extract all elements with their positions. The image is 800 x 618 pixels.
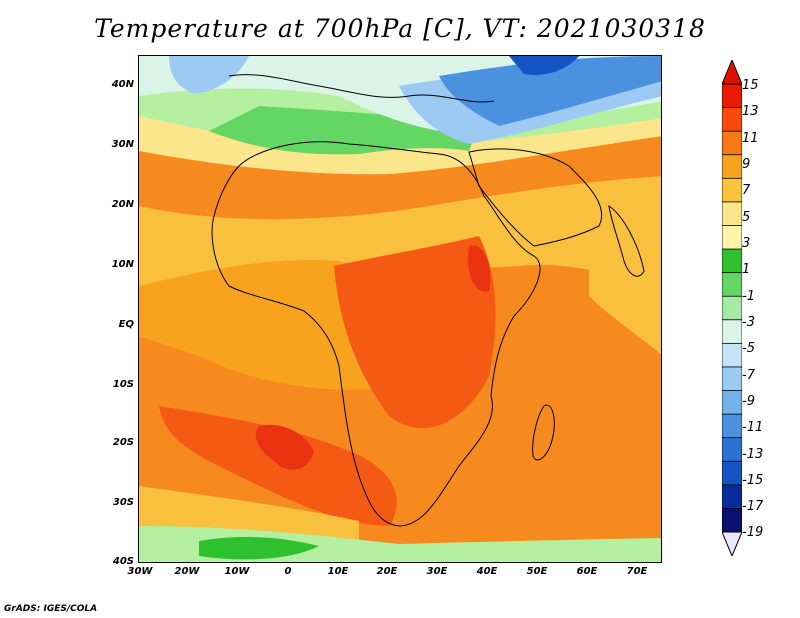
- lon-label-30w: 30W: [127, 566, 153, 577]
- lon-label-60e: 60E: [576, 566, 598, 577]
- lat-label-40s: 40S: [112, 556, 134, 567]
- lat-label-30s: 30S: [112, 497, 134, 508]
- colorbar-label-9: 9: [742, 157, 751, 172]
- lon-label-30e: 30E: [426, 566, 448, 577]
- colorbar-label-1: 1: [742, 262, 751, 277]
- lat-label-20n: 20N: [111, 199, 134, 210]
- colorbar-segment: [722, 154, 742, 180]
- lat-label-eq: EQ: [118, 319, 134, 330]
- colorbar-segment: [722, 413, 742, 439]
- india-outline: [608, 204, 645, 277]
- colorbar-label-neg13: -13: [742, 447, 764, 462]
- colorbar-label-neg7: -7: [742, 368, 755, 383]
- field-dark-green-south: [199, 536, 319, 560]
- colorbar-segment: [722, 508, 742, 533]
- field-light-blue-west: [169, 56, 249, 94]
- arabia-outline: [468, 148, 603, 247]
- colorbar-segment: [722, 460, 742, 486]
- lon-label-20w: 20W: [174, 566, 200, 577]
- colorbar-segment: [722, 130, 742, 156]
- colorbar-label-neg17: -17: [742, 499, 764, 514]
- field-very-hot-east: [467, 245, 491, 292]
- lon-label-20e: 20E: [376, 566, 398, 577]
- colorbar: [722, 60, 742, 556]
- field-tepid-east: [589, 249, 661, 355]
- field-hot-center: [334, 236, 496, 429]
- field-dark-blue: [509, 56, 579, 75]
- colorbar-segment: [722, 272, 742, 298]
- colorbar-label-neg5: -5: [742, 341, 755, 356]
- colorbar-label-11: 11: [742, 131, 759, 146]
- lon-label-70e: 70E: [626, 566, 648, 577]
- europe-coast: [228, 74, 495, 103]
- colorbar-label-3: 3: [742, 236, 751, 251]
- field-hot-south: [159, 406, 397, 526]
- lon-label-50e: 50E: [526, 566, 548, 577]
- lat-label-10n: 10N: [111, 259, 134, 270]
- colorbar-label-neg1: -1: [742, 289, 755, 304]
- colorbar-label-neg3: -3: [742, 315, 755, 330]
- lon-label-10w: 10W: [224, 566, 250, 577]
- colorbar-label-neg15: -15: [742, 473, 764, 488]
- colorbar-segment: [722, 484, 742, 510]
- colorbar-top-arrow: [722, 60, 742, 85]
- temperature-map: [138, 55, 662, 563]
- lon-label-0: 0: [284, 566, 292, 577]
- map-canvas: [139, 56, 661, 562]
- field-blue: [439, 56, 661, 126]
- colorbar-segment: [722, 295, 742, 321]
- grads-credit: GrADS: IGES/COLA: [4, 604, 98, 614]
- field-very-hot: [255, 424, 314, 470]
- colorbar-label-neg11: -11: [742, 420, 764, 435]
- colorbar-segment: [722, 437, 742, 463]
- colorbar-segment: [722, 107, 742, 133]
- chart-title: Temperature at 700hPa [C], VT: 202103031…: [94, 14, 706, 43]
- colorbar-bottom-arrow: [722, 531, 742, 556]
- colorbar-segment: [722, 201, 742, 227]
- colorbar-segment: [722, 177, 742, 203]
- lat-label-20s: 20S: [112, 437, 134, 448]
- lon-label-10e: 10E: [327, 566, 349, 577]
- colorbar-label-7: 7: [742, 183, 751, 198]
- colorbar-label-neg19: -19: [742, 525, 764, 540]
- madagascar-outline: [532, 404, 555, 461]
- colorbar-segment: [722, 342, 742, 368]
- colorbar-segments: [722, 83, 742, 533]
- colorbar-segment: [722, 83, 742, 109]
- colorbar-label-5: 5: [742, 210, 751, 225]
- lat-label-40n: 40N: [111, 79, 134, 90]
- africa-coastline: [211, 141, 541, 527]
- colorbar-segment: [722, 319, 742, 345]
- colorbar-segment: [722, 390, 742, 416]
- field-tepid-band: [139, 176, 661, 286]
- colorbar-label-neg9: -9: [742, 394, 755, 409]
- lat-label-10s: 10S: [112, 379, 134, 390]
- colorbar-label-15: 15: [742, 78, 759, 93]
- colorbar-segment: [722, 366, 742, 392]
- colorbar-segment: [722, 248, 742, 274]
- colorbar-label-13: 13: [742, 104, 759, 119]
- colorbar-segment: [722, 225, 742, 250]
- lon-label-40e: 40E: [476, 566, 498, 577]
- lat-label-30n: 30N: [111, 139, 134, 150]
